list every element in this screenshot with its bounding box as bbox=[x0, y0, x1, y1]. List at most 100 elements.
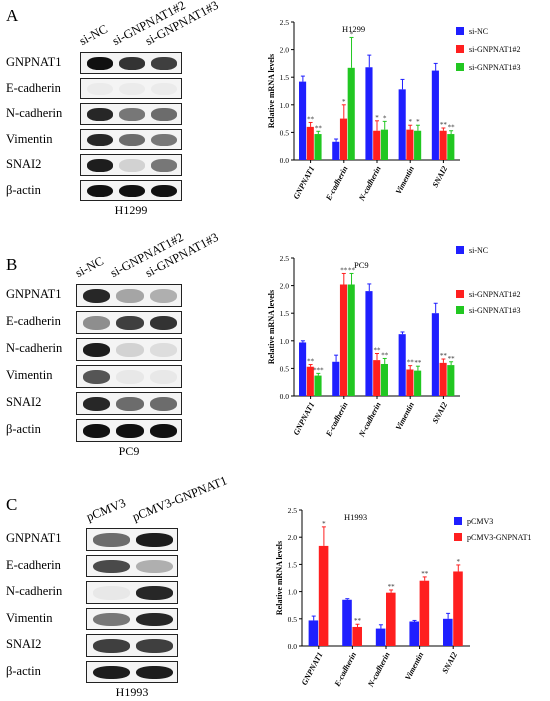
bar bbox=[431, 313, 439, 396]
bar bbox=[339, 284, 348, 396]
significance-mark: ** bbox=[374, 346, 382, 354]
bar bbox=[299, 342, 307, 396]
protein-band bbox=[119, 133, 145, 146]
protein-band bbox=[149, 289, 177, 303]
significance-mark: * bbox=[416, 118, 420, 126]
blot-strip bbox=[80, 154, 182, 176]
protein-band bbox=[83, 397, 111, 411]
protein-label: β-actin bbox=[6, 663, 41, 678]
y-tick-label: 0.5 bbox=[288, 615, 298, 624]
significance-mark: * bbox=[375, 114, 379, 122]
x-tick-label: E-cadherin bbox=[324, 400, 350, 439]
chart-title: PC9 bbox=[354, 260, 369, 270]
protein-band bbox=[149, 343, 177, 357]
bar bbox=[447, 365, 455, 396]
protein-band bbox=[93, 533, 130, 547]
blot-strip bbox=[80, 179, 182, 201]
protein-band bbox=[136, 665, 173, 679]
protein-band bbox=[151, 108, 177, 121]
protein-band bbox=[93, 665, 130, 679]
y-axis-label: Relative mRNA levels bbox=[267, 290, 276, 364]
legend-label: si-NC bbox=[469, 246, 488, 255]
lane-label: si-NC bbox=[72, 253, 106, 281]
protein-label: E-cadherin bbox=[6, 314, 61, 328]
y-tick-label: 1.0 bbox=[280, 337, 290, 346]
bar-chart-pc9: 0.0 0.5 1.0 1.5 2.0 2.5 Relative mRNA levels PC… bbox=[267, 246, 521, 439]
significance-mark: ** bbox=[307, 115, 315, 123]
legend-swatch bbox=[454, 517, 462, 525]
bar bbox=[447, 134, 455, 160]
y-tick-label: 0.0 bbox=[288, 642, 298, 651]
protein-band bbox=[83, 370, 111, 384]
protein-band bbox=[149, 424, 177, 438]
protein-label: Vimentin bbox=[6, 368, 53, 382]
protein-band bbox=[149, 397, 177, 411]
bar bbox=[299, 81, 307, 160]
legend-swatch bbox=[456, 290, 464, 298]
bar bbox=[318, 545, 329, 646]
significance-mark: ** bbox=[440, 352, 448, 360]
protein-band bbox=[83, 316, 111, 330]
protein-band bbox=[116, 370, 144, 384]
protein-label: SNAI2 bbox=[6, 157, 42, 171]
protein-band bbox=[83, 424, 111, 438]
y-axis-label: Relative mRNA levels bbox=[275, 541, 284, 615]
bar bbox=[332, 141, 340, 160]
bar bbox=[342, 599, 352, 646]
legend-label: si-GNPNAT1#3 bbox=[469, 63, 521, 72]
bar bbox=[375, 628, 386, 646]
bar bbox=[314, 375, 322, 396]
protein-band bbox=[151, 133, 177, 146]
significance-mark: ** bbox=[407, 359, 415, 367]
protein-band bbox=[116, 316, 144, 330]
protein-label: N-cadherin bbox=[6, 341, 63, 355]
protein-label: SNAI2 bbox=[6, 395, 42, 409]
protein-band bbox=[151, 57, 177, 70]
lane-label: pCMV3 bbox=[84, 495, 128, 525]
x-tick-label: SNAI2 bbox=[431, 401, 450, 425]
protein-band bbox=[116, 289, 144, 303]
lane-label: si-NC bbox=[76, 21, 110, 49]
legend-label: si-GNPNAT1#3 bbox=[469, 306, 521, 315]
legend-swatch bbox=[456, 63, 464, 71]
legend-swatch bbox=[456, 45, 464, 53]
protein-band bbox=[151, 159, 177, 172]
protein-band bbox=[83, 343, 111, 357]
bar bbox=[347, 284, 355, 396]
protein-band bbox=[149, 370, 177, 384]
protein-label: Vimentin bbox=[6, 610, 53, 625]
legend-swatch bbox=[456, 27, 464, 35]
y-tick-label: 2.5 bbox=[280, 18, 290, 27]
protein-band bbox=[116, 397, 144, 411]
blot-strip bbox=[76, 311, 182, 334]
protein-band bbox=[119, 82, 145, 95]
protein-label: GNPNAT1 bbox=[6, 531, 62, 545]
bar bbox=[453, 571, 463, 646]
bar-chart-h1993: 0.0 0.5 1.0 1.5 2.0 2.5 Relative mRNA levels H1… bbox=[275, 506, 531, 689]
x-tick-label: N-cadherin bbox=[357, 164, 383, 203]
x-tick-label: SNAI2 bbox=[431, 165, 450, 189]
y-tick-label: 0.5 bbox=[280, 364, 290, 373]
protein-label: GNPNAT1 bbox=[6, 55, 62, 69]
blot-strip bbox=[86, 581, 178, 604]
protein-band bbox=[93, 586, 130, 600]
significance-mark: ** bbox=[448, 124, 456, 132]
significance-mark: * bbox=[322, 520, 326, 528]
y-tick-label: 2.5 bbox=[280, 254, 290, 263]
bar bbox=[339, 118, 348, 160]
bar bbox=[414, 130, 422, 160]
protein-band bbox=[119, 184, 145, 197]
protein-band bbox=[93, 612, 130, 626]
significance-mark: ** bbox=[348, 266, 356, 274]
bar bbox=[406, 369, 414, 396]
legend-label: si-GNPNAT1#2 bbox=[469, 290, 521, 299]
x-tick-label: GNPNAT1 bbox=[292, 401, 317, 437]
protein-band bbox=[136, 559, 173, 573]
bar bbox=[306, 366, 314, 396]
bar bbox=[443, 618, 453, 646]
protein-label: Vimentin bbox=[6, 131, 53, 146]
blot-strip bbox=[76, 392, 182, 415]
y-tick-label: 2.0 bbox=[280, 46, 290, 55]
y-tick-label: 1.0 bbox=[280, 101, 290, 110]
blot-strip bbox=[80, 128, 182, 150]
